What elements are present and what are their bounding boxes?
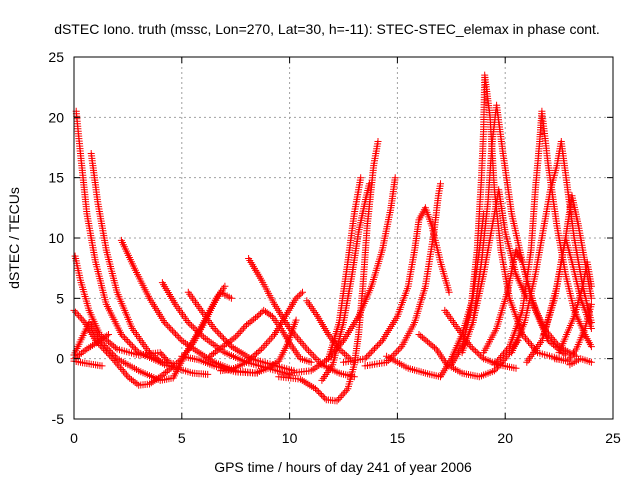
plus-markers: [206, 306, 315, 366]
plus-markers: [324, 174, 399, 363]
x-tick-label: 15: [390, 430, 406, 446]
plus-markers: [551, 300, 595, 365]
x-tick-label: 5: [178, 430, 186, 446]
series-track: [70, 357, 106, 370]
x-tick-label: 25: [605, 430, 621, 446]
x-axis-label: GPS time / hours of day 241 of year 2006: [214, 459, 472, 475]
chart-title: dSTEC Iono. truth (mssc, Lon=270, Lat=30…: [54, 21, 600, 37]
plus-markers: [540, 234, 595, 338]
series-track: [551, 300, 595, 365]
series-track: [447, 71, 563, 369]
x-tick-label: 20: [497, 430, 513, 446]
series-track: [555, 258, 595, 357]
plus-markers: [318, 180, 373, 384]
series-track: [72, 107, 177, 367]
y-tick-label: 20: [48, 109, 64, 125]
x-tick-label: 10: [282, 430, 298, 446]
series-track: [245, 255, 358, 381]
series-track: [441, 306, 520, 372]
plus-markers: [361, 180, 444, 370]
series-track: [566, 355, 595, 369]
series-track: [206, 306, 315, 366]
plus-markers: [566, 355, 595, 369]
y-tick-label: 15: [48, 170, 64, 186]
series-track: [469, 186, 531, 326]
series-track: [324, 174, 399, 363]
data-series: [70, 71, 595, 405]
plus-markers: [275, 138, 382, 405]
plus-markers: [286, 174, 365, 377]
y-axis-label: dSTEC / TECUs: [6, 187, 22, 289]
x-tick-label: 0: [70, 430, 78, 446]
axis-ticks: 0 5 10 15 20 25 -5 0 5 10 15 20 25: [48, 49, 621, 446]
plus-markers: [117, 236, 261, 377]
plus-markers: [441, 306, 520, 372]
series-track: [286, 174, 365, 377]
plus-markers: [245, 255, 358, 381]
y-tick-label: 5: [56, 290, 64, 306]
series-track: [540, 234, 595, 338]
series-track: [117, 236, 261, 377]
plus-markers: [70, 357, 106, 370]
y-tick-label: 25: [48, 49, 64, 65]
y-tick-label: 0: [56, 351, 64, 367]
plus-markers: [469, 186, 531, 326]
plus-markers: [72, 107, 177, 367]
series-track: [318, 180, 373, 384]
series-track: [275, 138, 382, 405]
plus-markers: [555, 258, 595, 357]
y-tick-label: 10: [48, 230, 64, 246]
series-track: [361, 180, 444, 370]
y-tick-label: -5: [52, 411, 65, 427]
plus-markers: [447, 71, 563, 369]
